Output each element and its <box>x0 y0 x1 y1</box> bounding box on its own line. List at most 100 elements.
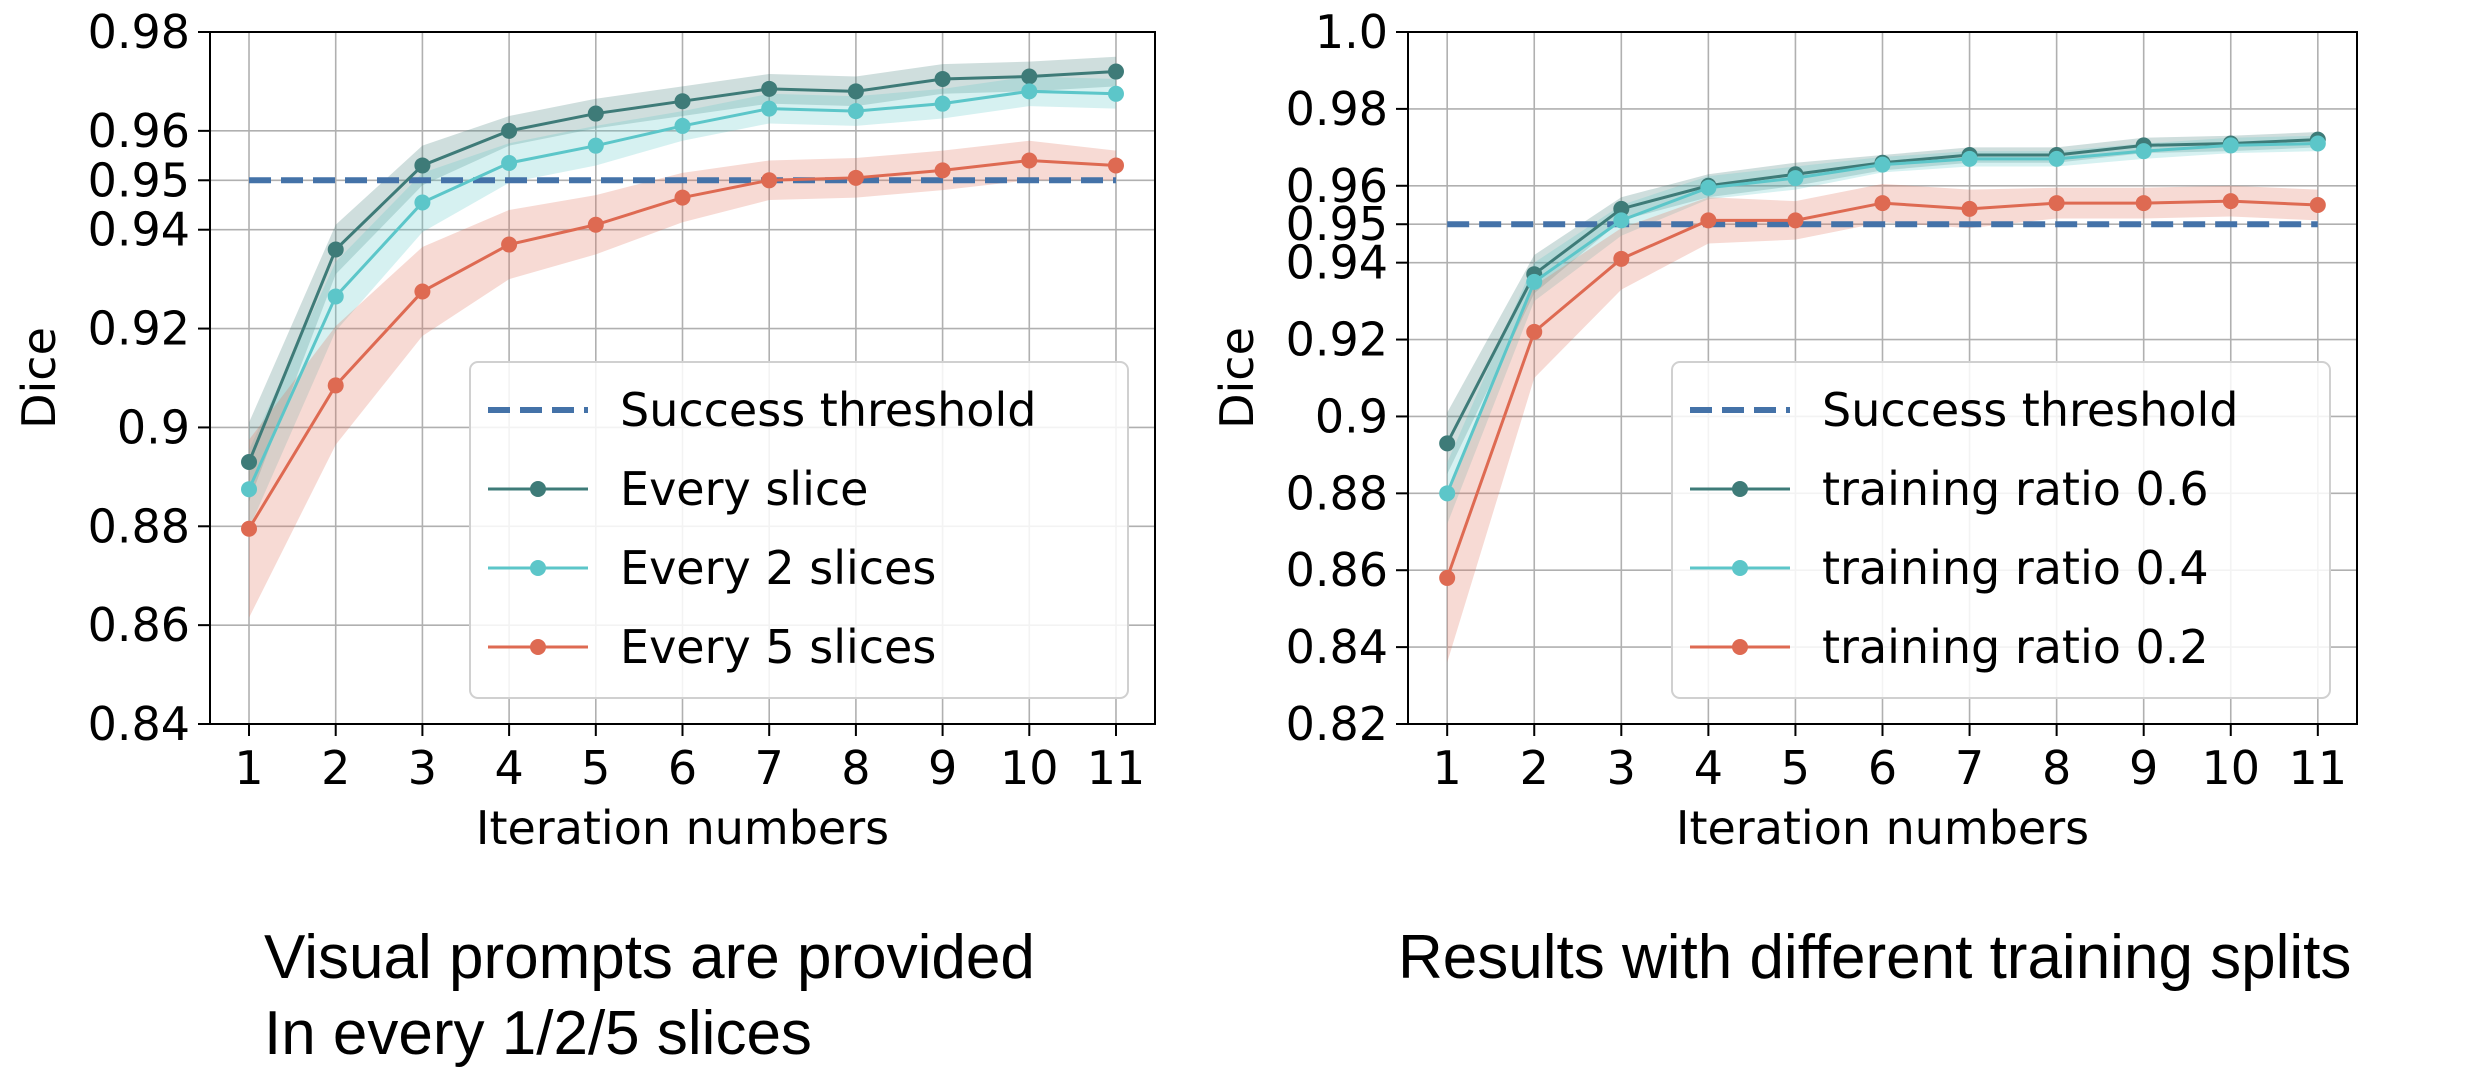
y-tick-label: 0.94 <box>1286 236 1388 290</box>
caption-right: Results with different training splits <box>1398 920 2351 996</box>
data-point <box>1107 85 1124 102</box>
legend-box <box>1671 361 2331 699</box>
data-point <box>934 162 951 179</box>
caption-right-line1: Results with different training splits <box>1398 923 2352 992</box>
legend-label: Every 2 slices <box>620 541 936 595</box>
y-tick-label: 0.88 <box>1286 466 1388 520</box>
x-tick-label: 8 <box>841 741 870 795</box>
y-tick-label: 0.88 <box>88 499 190 553</box>
data-point <box>241 454 258 471</box>
data-point <box>1439 435 1456 452</box>
y-tick-label: 0.86 <box>1286 543 1388 597</box>
y-tick-label: 0.98 <box>1286 82 1388 136</box>
y-tick-label: 0.9 <box>1315 389 1388 443</box>
x-tick-label: 9 <box>928 741 957 795</box>
data-point <box>1613 200 1630 217</box>
data-point <box>1787 170 1804 187</box>
x-tick-label: 7 <box>755 741 784 795</box>
data-point <box>414 194 431 211</box>
y-tick-label: 0.96 <box>88 104 190 158</box>
legend-label: training ratio 0.4 <box>1822 541 2209 595</box>
plot-frame <box>1407 31 2358 725</box>
data-point <box>1700 179 1717 196</box>
legend-item: Every 2 slices <box>488 541 936 595</box>
data-point <box>327 377 344 394</box>
legend-item: training ratio 0.6 <box>1690 462 2209 516</box>
y-tick-label: 0.84 <box>88 697 190 751</box>
x-tick-label: 11 <box>2289 741 2348 795</box>
y-tick-label: 0.94 <box>88 203 190 257</box>
data-point <box>2135 143 2152 160</box>
confidence-band <box>249 140 1116 618</box>
legend-label: Every 5 slices <box>620 620 936 674</box>
x-tick-label: 4 <box>1694 741 1723 795</box>
data-point <box>1613 212 1630 229</box>
caption-left-line1: Visual prompts are provided <box>264 923 1035 992</box>
data-point <box>2222 193 2239 210</box>
y-tick-label: 0.95 <box>88 153 190 207</box>
data-point <box>674 117 691 134</box>
legend-marker <box>1732 560 1748 576</box>
data-point <box>1439 485 1456 502</box>
data-point <box>1021 68 1038 85</box>
y-axis-label: Dice <box>12 327 66 429</box>
x-tick-label: 1 <box>234 741 263 795</box>
data-point <box>1874 195 1891 212</box>
data-point <box>1961 200 1978 217</box>
legend-marker <box>530 639 546 655</box>
legend-item: Success threshold <box>488 383 1036 437</box>
y-tick-label: 0.95 <box>1286 197 1388 251</box>
x-tick-label: 5 <box>1781 741 1810 795</box>
x-tick-label: 3 <box>1607 741 1636 795</box>
legend-item: Success threshold <box>1690 383 2238 437</box>
y-tick-label: 0.92 <box>88 302 190 356</box>
legend-item: training ratio 0.2 <box>1690 620 2209 674</box>
data-point <box>1961 150 1978 167</box>
data-point <box>501 122 518 139</box>
legend-label: training ratio 0.6 <box>1822 462 2209 516</box>
data-point <box>414 157 431 174</box>
data-point <box>1439 569 1456 586</box>
data-point <box>934 70 951 87</box>
plot-content <box>1439 131 2326 663</box>
data-point <box>414 283 431 300</box>
legend-label: Every slice <box>620 462 868 516</box>
legend-label: Success threshold <box>620 383 1036 437</box>
data-point <box>1874 156 1891 173</box>
confidence-band <box>249 76 1116 529</box>
data-point <box>501 154 518 171</box>
legend-marker <box>1732 481 1748 497</box>
y-axis-label: Dice <box>1210 327 1264 429</box>
data-point <box>241 481 258 498</box>
legend-item: Every slice <box>488 462 868 516</box>
data-point <box>1107 157 1124 174</box>
legend-label: training ratio 0.2 <box>1822 620 2209 674</box>
x-tick-label: 5 <box>581 741 610 795</box>
legend-marker <box>530 481 546 497</box>
legend-label: Success threshold <box>1822 383 2238 437</box>
legend: Success threshold Every slice Every 2 slic… <box>469 361 1129 699</box>
data-point <box>1021 152 1038 169</box>
y-tick-label: 0.98 <box>88 5 190 59</box>
caption-left: Visual prompts are provided In every 1/2… <box>264 920 1035 1072</box>
data-point <box>587 137 604 154</box>
x-tick-label: 6 <box>1868 741 1897 795</box>
data-point <box>1700 212 1717 229</box>
data-point <box>761 80 778 97</box>
legend: Success threshold training ratio 0.6 train… <box>1671 361 2331 699</box>
x-tick-label: 3 <box>408 741 437 795</box>
data-point <box>2048 195 2065 212</box>
data-point <box>2309 197 2326 213</box>
data-point <box>1526 273 1543 290</box>
data-point <box>587 216 604 233</box>
legend-item: Every 5 slices <box>488 620 936 674</box>
x-tick-label: 9 <box>2129 741 2158 795</box>
x-tick-label: 6 <box>668 741 697 795</box>
x-tick-label: 10 <box>1000 741 1059 795</box>
data-point <box>1787 212 1804 229</box>
y-tick-label: 0.96 <box>1286 159 1388 213</box>
data-point <box>241 520 258 537</box>
y-tick-label: 0.86 <box>88 598 190 652</box>
data-point <box>847 83 864 100</box>
